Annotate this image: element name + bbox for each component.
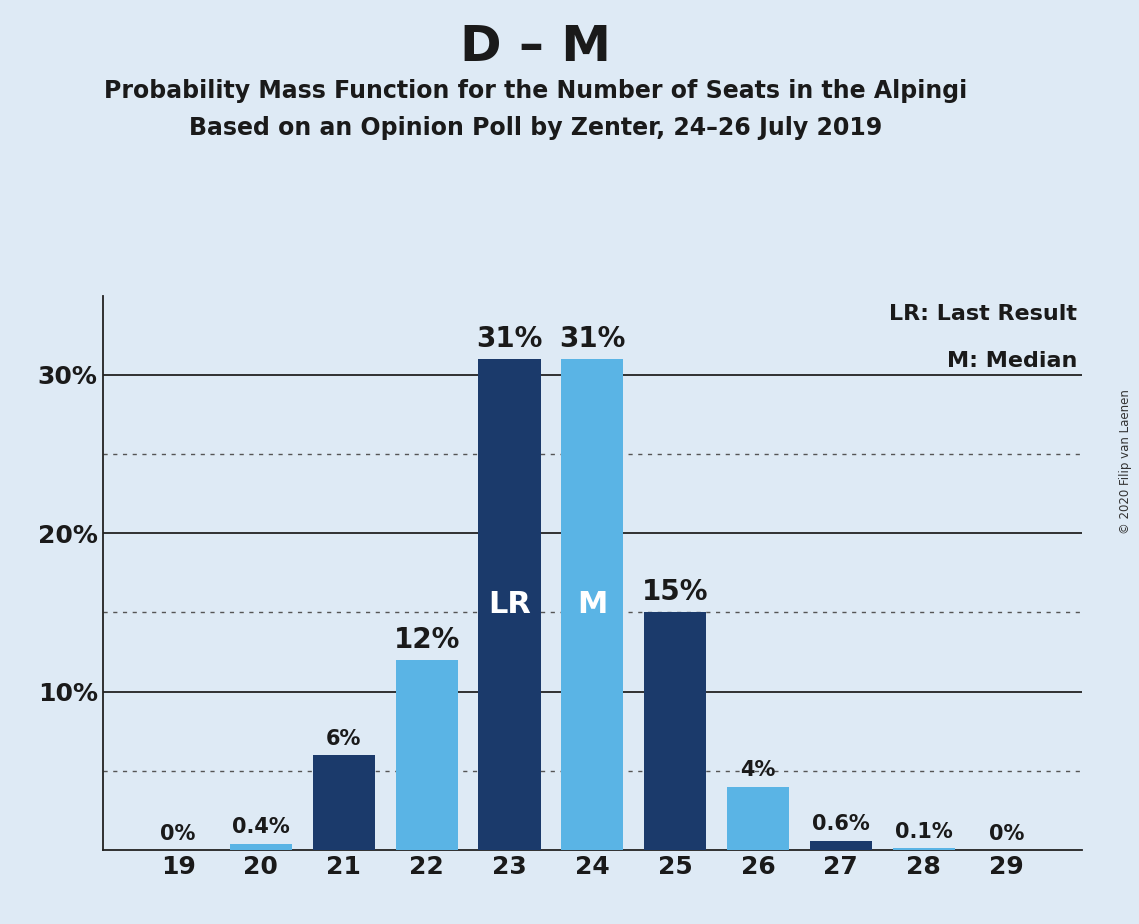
Text: 0.6%: 0.6%	[812, 814, 870, 834]
Bar	[727, 786, 789, 850]
Text: M: M	[577, 590, 607, 619]
Text: 0.4%: 0.4%	[232, 818, 289, 837]
Text: 15%: 15%	[642, 578, 708, 606]
Text: Probability Mass Function for the Number of Seats in the Alpingi: Probability Mass Function for the Number…	[104, 79, 967, 103]
Text: 0%: 0%	[161, 823, 196, 844]
Bar	[230, 844, 292, 850]
Bar	[562, 359, 623, 850]
Text: 12%: 12%	[393, 626, 460, 653]
Text: LR: LR	[487, 590, 531, 619]
Text: M: Median: M: Median	[947, 351, 1077, 371]
Bar	[810, 841, 871, 850]
Text: 0%: 0%	[989, 823, 1024, 844]
Text: 6%: 6%	[326, 729, 361, 748]
Bar	[893, 848, 954, 850]
Bar	[644, 613, 706, 850]
Text: Based on an Opinion Poll by Zenter, 24–26 July 2019: Based on an Opinion Poll by Zenter, 24–2…	[189, 116, 882, 140]
Text: 4%: 4%	[740, 760, 776, 781]
Text: D – M: D – M	[460, 23, 611, 71]
Bar	[313, 755, 375, 850]
Text: 0.1%: 0.1%	[895, 822, 952, 842]
Bar	[478, 359, 541, 850]
Bar	[395, 660, 458, 850]
Text: LR: Last Result: LR: Last Result	[890, 304, 1077, 324]
Text: 31%: 31%	[476, 324, 542, 353]
Text: 31%: 31%	[559, 324, 625, 353]
Text: © 2020 Filip van Laenen: © 2020 Filip van Laenen	[1118, 390, 1132, 534]
